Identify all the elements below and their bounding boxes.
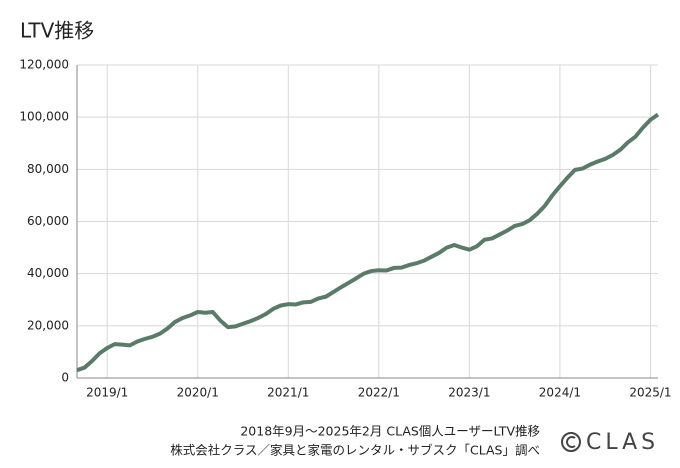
x-tick-label: 2021/1 [267,386,309,400]
chart-title: LTV推移 [20,19,94,43]
y-tick-label: 0 [61,371,69,385]
x-tick-label: 2025/1 [629,386,671,400]
y-tick-label: 40,000 [27,266,69,280]
y-tick-label: 100,000 [19,110,69,124]
logo: CLAS [561,430,659,455]
logo-text: CLAS [586,430,659,455]
x-tick-label: 2022/1 [358,386,400,400]
y-tick-label: 60,000 [27,214,69,228]
y-tick-label: 20,000 [27,318,69,332]
caption: 株式会社クラス／家具と家電のレンタル・サブスク「CLAS」調べ [170,443,540,458]
y-tick-label: 80,000 [27,162,69,176]
x-tick-label: 2019/1 [86,386,128,400]
caption: 2018年9月～2025年2月 CLAS個人ユーザーLTV推移 [240,424,540,439]
y-tick-label: 120,000 [19,58,69,72]
logo-icon [561,432,581,452]
line [76,112,660,373]
x-tick-label: 2024/1 [539,386,581,400]
x-tick-label: 2020/1 [177,386,219,400]
logo-icon [566,436,576,448]
x-tick-label: 2023/1 [448,386,490,400]
